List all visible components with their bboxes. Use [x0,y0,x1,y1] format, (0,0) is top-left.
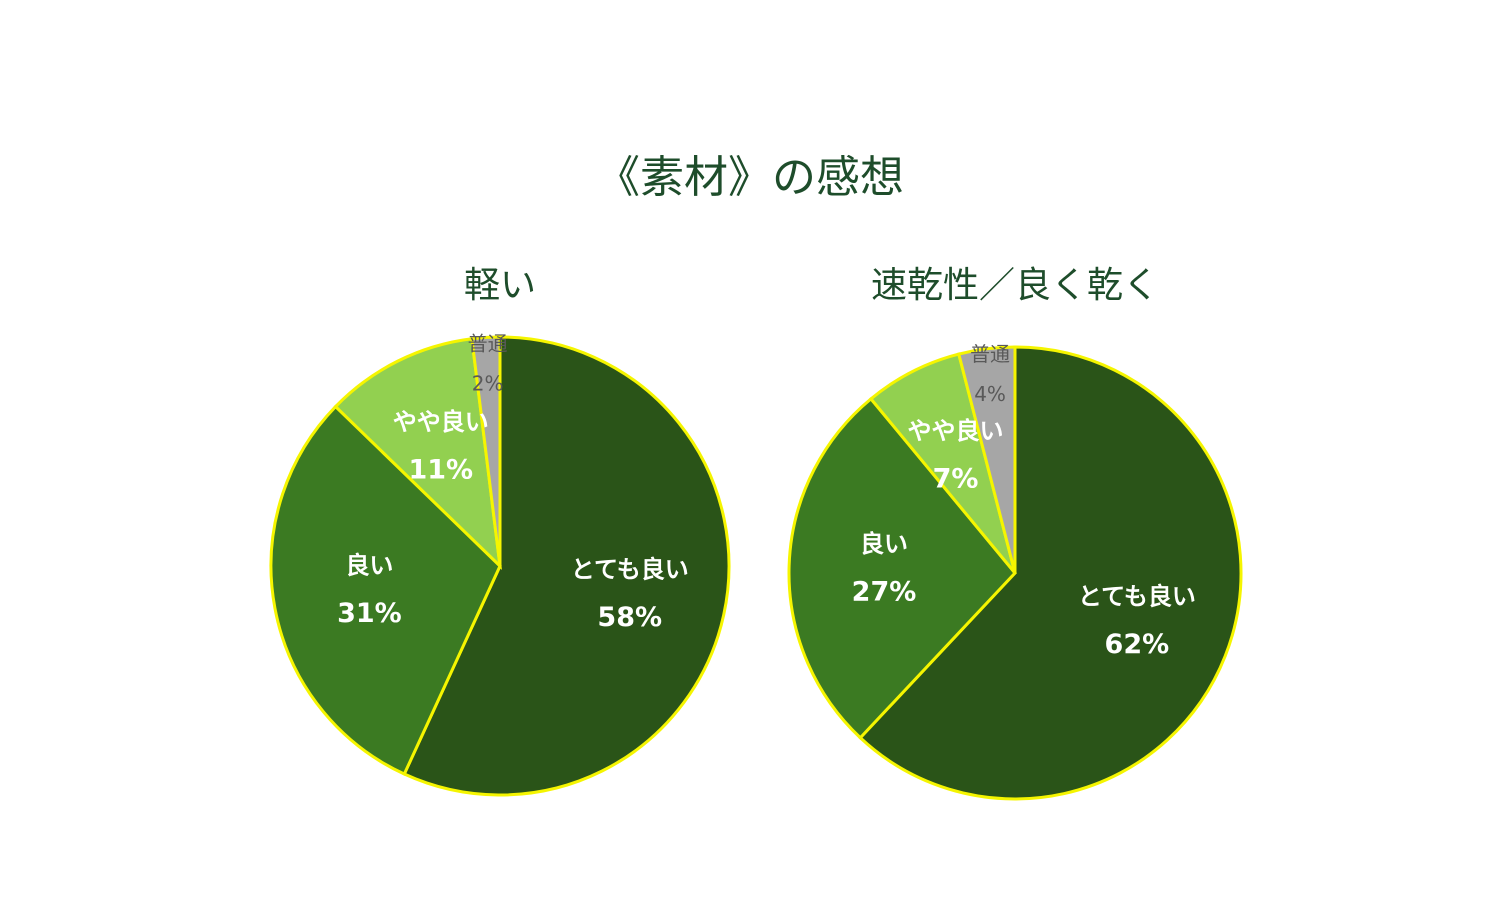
slice-category: やや良い [393,408,489,436]
slice-value-label: 27% [852,576,917,607]
slice-category: 良い [860,530,908,558]
pie-slice [269,404,502,777]
slice-category: とても良い [571,555,689,583]
pie-slice [956,345,1017,574]
slice-value-label: 4% [974,382,1006,406]
slice-category: 良い [345,551,393,579]
pie-title: 軽い [464,265,536,306]
slice-value-label: 31% [337,598,402,629]
pie-slice [470,335,502,567]
pie-slice [858,345,1243,801]
pie-title: 速乾性／良く乾く [871,265,1159,306]
slice-value-label: 58% [597,602,662,633]
slice-value-label: 2% [472,371,504,395]
slice-value-label: 62% [1105,629,1170,660]
pie-slice [333,337,503,571]
slice-category: とても良い [1078,582,1196,610]
pie-slice [787,396,1017,740]
slice-category: やや良い [907,417,1003,445]
slice-value-label: 7% [933,464,979,495]
slice-value-label: 11% [408,455,473,486]
page-title: 《素材》の感想 [596,152,904,203]
pie-slice [402,335,731,797]
slice-category: 普通 [970,342,1010,366]
slice-category: 普通 [468,331,508,355]
